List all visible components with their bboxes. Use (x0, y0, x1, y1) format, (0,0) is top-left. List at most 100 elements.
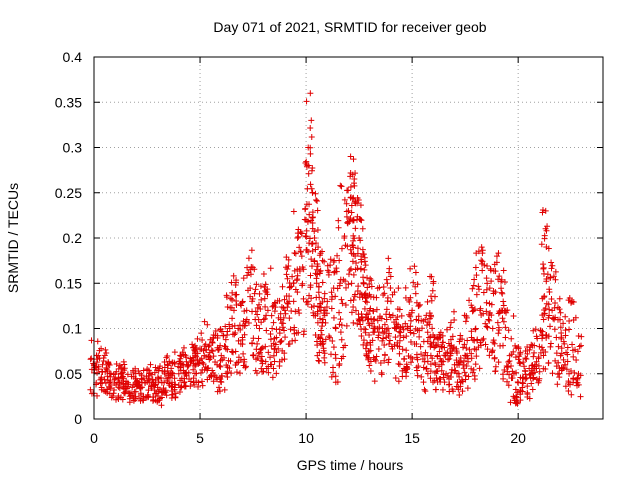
data-point-spread (327, 256, 334, 263)
data-point-spread (209, 339, 216, 346)
data-point-spread (87, 386, 94, 393)
data-point-spread (94, 369, 101, 376)
data-point-spread (317, 315, 324, 322)
data-point-spread (316, 294, 323, 301)
data-point-spread (309, 164, 316, 171)
data-point-spread (133, 383, 140, 390)
data-point-spread (303, 299, 310, 306)
data-point-spread (433, 374, 440, 381)
data-point-spread (176, 389, 183, 396)
data-point-spread (438, 343, 445, 350)
data-point-spread (232, 348, 239, 355)
data-point-spread (350, 216, 357, 223)
data-point-spread (387, 285, 394, 292)
data-point-spread (314, 207, 321, 214)
data-point-spread (217, 376, 224, 383)
data-point-spread (257, 283, 264, 290)
data-point (315, 289, 322, 296)
data-point-spread (275, 314, 282, 321)
data-point-spread (299, 264, 306, 271)
data-point-spread (362, 262, 369, 269)
data-point-spread (228, 304, 235, 311)
data-point-spread (498, 289, 505, 296)
data-point-spread (578, 342, 585, 349)
data-point-spread (373, 294, 380, 301)
data-point-spread (366, 348, 373, 355)
data-point-spread (338, 296, 345, 303)
data-point-spread (94, 338, 101, 345)
data-point-spread (328, 296, 335, 303)
data-point-spread (325, 333, 332, 340)
data-point-spread (287, 326, 294, 333)
data-point-spread (193, 353, 200, 360)
data-point-spread (553, 363, 560, 370)
data-point-spread (477, 305, 484, 312)
data-point-spread (270, 340, 277, 347)
data-point-spread (338, 322, 345, 329)
data-point-spread (407, 313, 414, 320)
data-point-spread (480, 289, 487, 296)
data-point-spread (229, 315, 236, 322)
data-point-spread (263, 327, 270, 334)
data-point-spread (161, 379, 168, 386)
data-point-spread (448, 369, 455, 376)
data-point-spread (364, 284, 371, 291)
data-point-spread (312, 190, 319, 197)
data-point-spread (392, 334, 399, 341)
data-point-spread (268, 361, 275, 368)
data-point-spread (556, 306, 563, 313)
data-point-spread (517, 397, 524, 404)
data-point-spread (241, 356, 248, 363)
data-point-spread (145, 387, 152, 394)
data-point-spread (241, 308, 248, 315)
data-point-spread (526, 395, 533, 402)
data-point-spread (385, 332, 392, 339)
data-point-spread (185, 369, 192, 376)
data-point-spread (533, 358, 540, 365)
data-point-spread (487, 267, 494, 274)
data-point-spread (350, 303, 357, 310)
data-point-spread (541, 293, 548, 300)
data-point-spread (400, 365, 407, 372)
data-point-spread (498, 278, 505, 285)
data-point-spread (197, 369, 204, 376)
data-point-spread (158, 394, 165, 401)
data-point-spread (349, 195, 356, 202)
data-point-spread (131, 388, 138, 395)
data-point-spread (249, 298, 256, 305)
data-point-spread (164, 353, 171, 360)
data-point-spread (219, 356, 226, 363)
data-point (542, 207, 549, 214)
data-point-spread (402, 320, 409, 327)
data-point-spread (532, 326, 539, 333)
data-point-spread (400, 356, 407, 363)
data-point-spread (421, 386, 428, 393)
data-point-spread (165, 362, 172, 369)
data-point-spread (348, 202, 355, 209)
data-point-spread (113, 360, 120, 367)
data-point-spread (103, 364, 110, 371)
data-point-spread (263, 312, 270, 319)
data-point-spread (294, 272, 301, 279)
data-point-spread (281, 350, 288, 357)
data-point-spread (363, 311, 370, 318)
data-point-spread (389, 291, 396, 298)
data-point-spread (195, 383, 202, 390)
data-point-spread (557, 324, 564, 331)
data-point (549, 307, 556, 314)
data-point-spread (255, 350, 262, 357)
data-point-spread (554, 381, 561, 388)
data-point-spread (320, 345, 327, 352)
data-point-spread (259, 368, 266, 375)
data-point-spread (413, 299, 420, 306)
data-point-spread (568, 391, 575, 398)
data-point-spread (537, 349, 544, 356)
data-point (205, 343, 212, 350)
data-point-spread (551, 326, 558, 333)
data-point-spread (480, 310, 487, 317)
data-point-spread (500, 342, 507, 349)
data-point-spread (451, 367, 458, 374)
data-point-spread (478, 260, 485, 267)
data-point-spread (265, 349, 272, 356)
data-point-spread (552, 357, 559, 364)
